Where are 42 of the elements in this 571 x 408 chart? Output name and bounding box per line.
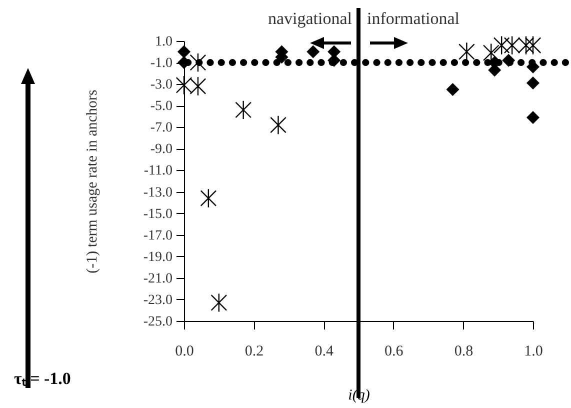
point [190, 76, 206, 96]
y-axis-title: (-1) term usage rate in anchors [84, 90, 100, 274]
x-tick-label: 0.4 [314, 344, 334, 360]
point [526, 110, 540, 124]
y-tick-label: -5.0 [150, 99, 172, 114]
point [177, 45, 191, 58]
text: navigational [268, 9, 352, 28]
x-tick-label: 0.2 [244, 344, 264, 360]
y-tick-label: -1.0 [150, 56, 172, 72]
text: informational [367, 9, 460, 28]
y-tick-label: -13.0 [143, 185, 172, 200]
point [270, 115, 286, 135]
point [518, 36, 534, 56]
y-tick-label: -3.0 [150, 78, 172, 93]
y-tick-label: -23.0 [143, 292, 172, 308]
point [524, 36, 542, 56]
ref-line-label: τₜ = -1.0 [14, 369, 71, 388]
point [458, 42, 475, 62]
point [210, 292, 228, 312]
point [493, 36, 510, 56]
y-tick-label: -17.0 [143, 228, 172, 244]
point [526, 76, 540, 90]
y-tick-label: -11.0 [144, 164, 172, 179]
y-tick-label: -15.0 [143, 206, 172, 222]
x-tick-label: 0.8 [454, 344, 474, 360]
point [482, 43, 500, 63]
point [306, 45, 320, 58]
y-tick-label: -25.0 [143, 314, 172, 330]
y-tick-label: -21.0 [143, 271, 172, 286]
point [235, 100, 252, 120]
y-tick-label: -7.0 [150, 120, 172, 136]
x-tick-label: 0.0 [175, 344, 194, 360]
x-tick-label: 0.6 [384, 344, 404, 360]
point [190, 52, 206, 72]
y-tick-label: -19.0 [143, 250, 172, 265]
point [200, 188, 217, 208]
y-tick-label: 1.0 [155, 34, 172, 50]
point [446, 82, 460, 96]
y-tick-label: -9.0 [150, 142, 172, 158]
x-tick-label: 1.0 [524, 344, 543, 360]
point [504, 36, 520, 56]
point [176, 75, 192, 95]
